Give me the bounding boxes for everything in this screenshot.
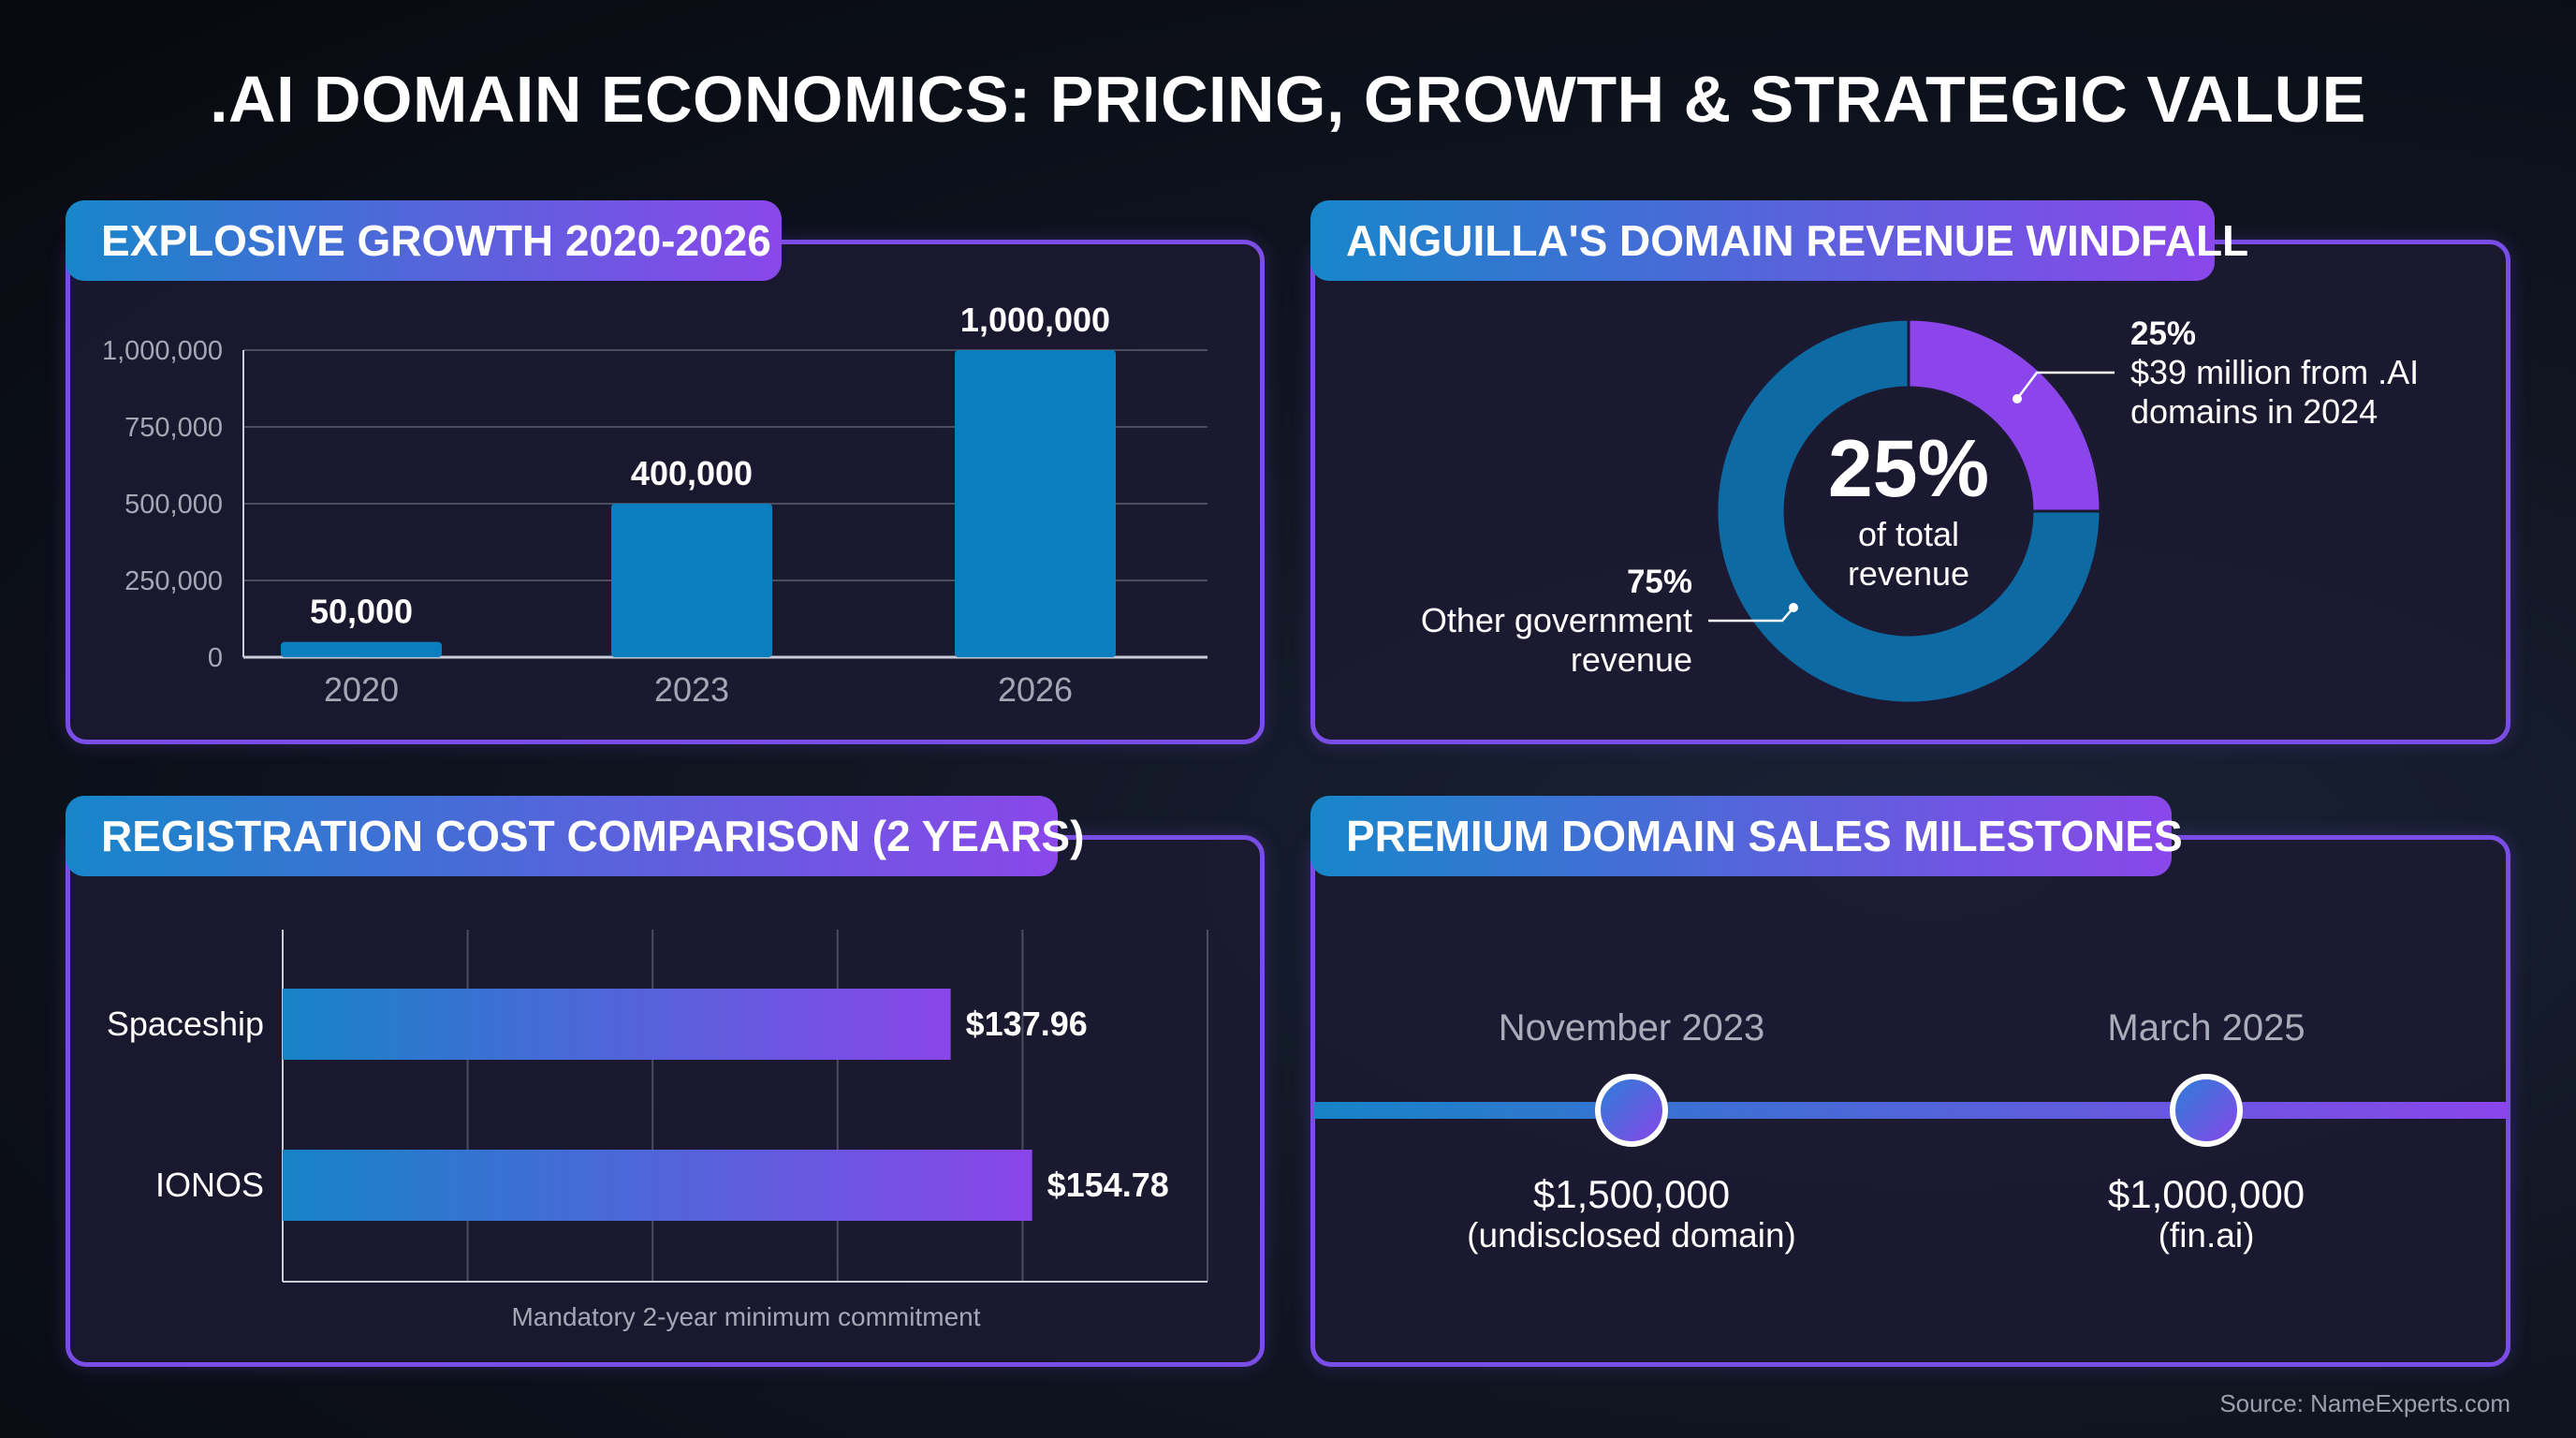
bar-2026	[955, 350, 1116, 657]
x-tick-label: 2026	[998, 670, 1073, 709]
milestone-price: $1,500,000	[1533, 1172, 1730, 1216]
slice-label: Other government	[1421, 601, 1692, 639]
bar-value-label: 50,000	[310, 593, 413, 631]
milestones-panel	[1310, 835, 2510, 1367]
bar-value-label: 400,000	[631, 454, 753, 492]
donut-center-label: of total	[1858, 515, 1959, 553]
page-title: .AI DOMAIN ECONOMICS: PRICING, GROWTH & …	[210, 63, 2366, 136]
revenue-panel-title: ANGUILLA'S DOMAIN REVENUE WINDFALL	[1310, 200, 2248, 281]
cost-panel	[66, 835, 1265, 1367]
cost-panel-title: REGISTRATION COST COMPARISON (2 YEARS)	[66, 796, 1084, 876]
leader-line	[1708, 607, 1794, 623]
chart-note: Mandatory 2-year minimum commitment	[511, 1302, 980, 1331]
timeline-line	[1313, 1102, 2508, 1119]
source-note: Source: NameExperts.com	[2219, 1389, 2510, 1417]
cost-chart: $137.96 Spaceship $154.78 IONOS Mandatory 2-…	[107, 930, 1208, 1331]
bar-2023	[611, 504, 772, 657]
y-tick-label: 1,000,000	[102, 336, 223, 366]
slice-pct-label: 25%	[2130, 315, 2196, 352]
donut-center-label: revenue	[1848, 554, 1969, 593]
slice-pct-label: 75%	[1627, 564, 1692, 600]
milestone-node	[2170, 1074, 2243, 1147]
donut-slice-1	[1715, 317, 2102, 705]
bar-value-label: 1,000,000	[960, 301, 1110, 339]
bar-IONOS	[283, 1150, 1032, 1221]
milestone-price: $1,000,000	[2108, 1172, 2305, 1216]
milestone-detail: (undisclosed domain)	[1467, 1216, 1796, 1255]
category-label: Spaceship	[107, 1005, 264, 1043]
donut-slice-0	[1907, 317, 2102, 513]
y-tick-label: 250,000	[124, 566, 223, 596]
slice-label: $39 million from .AI	[2130, 353, 2419, 391]
milestone-detail: (fin.ai)	[2159, 1216, 2255, 1255]
y-tick-label: 0	[208, 643, 223, 673]
milestone-node	[1595, 1074, 1668, 1147]
milestone-date: March 2025	[2107, 1007, 2305, 1049]
milestone-date: November 2023	[1499, 1007, 1765, 1049]
slice-label: revenue	[1571, 640, 1692, 679]
bar-value-label: $137.96	[966, 1005, 1088, 1043]
leader-dot	[2012, 394, 2022, 404]
x-tick-label: 2023	[654, 670, 729, 709]
bar-value-label: $154.78	[1047, 1166, 1169, 1204]
x-tick-label: 2020	[324, 670, 399, 709]
leader-line	[2016, 371, 2115, 400]
growth-panel-title: EXPLOSIVE GROWTH 2020-2026	[66, 200, 782, 281]
milestones-panel-title: PREMIUM DOMAIN SALES MILESTONES	[1310, 796, 2183, 876]
milestone-timeline: November 2023 $1,500,000(undisclosed doma…	[1313, 1007, 2508, 1255]
donut-center-value: 25%	[1828, 424, 1989, 514]
growth-chart: 0 250,000 500,000 750,000 1,000,000 50,000 202…	[102, 301, 1208, 709]
bar-2020	[281, 641, 442, 657]
y-tick-label: 500,000	[124, 490, 223, 520]
leader-dot	[1789, 603, 1798, 612]
category-label: IONOS	[155, 1166, 264, 1204]
slice-label: domains in 2024	[2130, 392, 2378, 431]
y-tick-label: 750,000	[124, 413, 223, 443]
bar-Spaceship	[283, 989, 951, 1060]
